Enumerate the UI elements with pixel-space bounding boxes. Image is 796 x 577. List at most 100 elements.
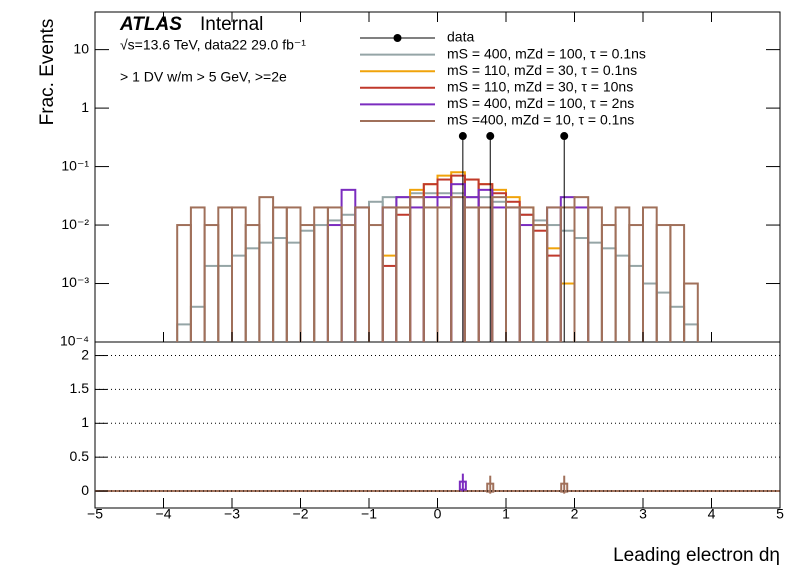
x-tick-label: 2	[571, 506, 579, 522]
histogram-bin	[463, 196, 480, 342]
histogram-bin	[381, 206, 398, 342]
histogram-bin	[381, 196, 398, 342]
histogram-bin	[491, 196, 507, 342]
x-tick-label: 0	[434, 506, 442, 522]
histogram-bin	[395, 206, 412, 342]
histogram-bin	[244, 224, 261, 342]
histogram-bin	[546, 247, 562, 342]
histogram-bin	[189, 305, 206, 342]
legend-label: mS = 110, mZd = 30, τ = 0.1ns	[447, 62, 637, 78]
y-tick-label: 10⁻¹	[61, 157, 89, 173]
histogram-bin	[518, 224, 535, 342]
y-tick-label: 10⁻⁴	[60, 333, 89, 349]
histogram-bin	[217, 264, 234, 342]
x-tick-label: −2	[293, 506, 309, 522]
histogram-bin	[600, 224, 617, 342]
histogram-bin	[203, 224, 220, 342]
histogram-bin	[436, 196, 453, 342]
histogram-bin	[422, 196, 439, 342]
histogram-bin	[395, 213, 412, 342]
y-tick-label: 2	[81, 346, 89, 362]
histogram-bin	[395, 196, 412, 342]
histogram-bin	[600, 247, 617, 342]
legend-label: data	[447, 29, 474, 45]
x-axis-title: Leading electron dη	[613, 545, 780, 566]
histogram-bin	[313, 206, 329, 342]
y-tick-label: 1	[81, 414, 89, 430]
histogram-bin	[231, 206, 247, 342]
histogram-bin	[559, 229, 576, 342]
histogram-bin	[381, 254, 398, 342]
legend-label: mS = 110, mZd = 30, τ = 10ns	[447, 79, 633, 95]
x-tick-label: −1	[361, 506, 377, 522]
x-tick-label: −5	[87, 506, 103, 522]
histogram-bin	[409, 196, 425, 342]
histogram-bin	[354, 206, 370, 342]
energy-label: √s=13.6 TeV, data22 29.0 fb⁻¹	[120, 37, 306, 53]
histogram-bin	[463, 206, 480, 342]
x-tick-label: 5	[776, 506, 784, 522]
histogram-bin	[326, 224, 343, 342]
histogram-bin	[272, 206, 288, 342]
histogram-bin	[518, 213, 535, 342]
histogram-bin	[628, 224, 644, 342]
histogram-bin	[463, 178, 480, 342]
histogram-bin	[587, 206, 603, 342]
histogram-bin	[272, 237, 288, 342]
histogram-bin	[505, 206, 521, 342]
histogram-bin	[505, 206, 521, 342]
histogram-bin	[258, 196, 275, 342]
x-tick-label: 4	[708, 506, 716, 522]
histogram-bin	[217, 206, 234, 342]
histogram-bin	[505, 200, 521, 342]
histogram-bin	[395, 206, 412, 342]
histogram-bin	[436, 178, 453, 342]
ratio-plot	[95, 473, 780, 494]
data-point	[486, 132, 495, 141]
histogram-bin	[614, 254, 631, 342]
ratio-point	[560, 482, 569, 493]
histogram-bin	[231, 254, 247, 342]
histogram-bin	[587, 241, 603, 342]
histogram-bin	[176, 224, 192, 342]
histogram-bin	[258, 241, 275, 342]
selection-label: > 1 DV w/m > 5 GeV, >=2e	[120, 69, 287, 85]
histogram-bin	[642, 206, 658, 342]
legend-label: mS =400, mZd = 10, τ = 0.1ns	[447, 112, 634, 128]
histogram-bin	[559, 282, 576, 342]
histogram-bin	[669, 305, 686, 342]
histogram-bin	[436, 192, 453, 342]
histogram-bin	[326, 206, 343, 342]
x-tick-label: 3	[639, 506, 647, 522]
legend-label: mS = 400, mZd = 100, τ = 0.1ns	[447, 45, 646, 61]
histogram-bin	[532, 224, 549, 342]
histogram-bin	[285, 241, 302, 342]
histogram-bin	[381, 206, 398, 342]
histogram-bin	[368, 224, 384, 342]
histogram-bin	[683, 323, 699, 342]
histogram-bin	[669, 224, 686, 342]
histogram-bin	[313, 224, 329, 342]
histogram-bin	[614, 206, 631, 342]
histogram-bin	[463, 196, 480, 342]
y-tick-label: 10	[73, 40, 89, 56]
histogram-bin	[518, 213, 535, 342]
histogram-bin	[546, 224, 562, 342]
histogram-bin	[532, 224, 549, 342]
histogram-bin	[683, 282, 699, 342]
histogram-bin	[354, 206, 370, 342]
histogram-bin	[354, 206, 370, 342]
histogram-bin	[299, 224, 316, 342]
histogram-bin	[189, 206, 206, 342]
y-tick-label: 1.5	[70, 380, 90, 396]
histogram-bin	[655, 291, 672, 342]
y-axis-title: Frac. Events	[37, 19, 58, 126]
bottom-frame	[94, 341, 781, 509]
status: Internal	[200, 14, 263, 35]
histogram-bin	[422, 192, 439, 342]
experiment: ATLAS	[119, 14, 182, 35]
histogram-bin	[491, 206, 507, 342]
histogram-bin	[409, 188, 425, 342]
